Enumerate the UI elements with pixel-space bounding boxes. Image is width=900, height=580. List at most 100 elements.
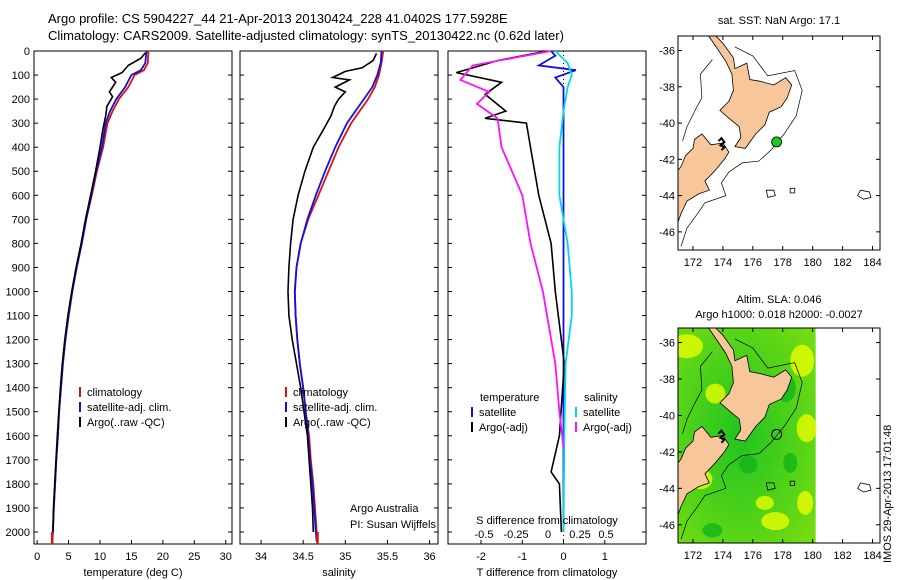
top-x-tick-label: 0.5 [598, 529, 613, 541]
legend-entry: satellite [583, 407, 620, 419]
map-y-tick-label: -40 [659, 118, 675, 130]
map-x-tick-label: 174 [714, 550, 732, 562]
series-line-temperature-argo-adj- [456, 50, 566, 533]
chatham-island [857, 482, 872, 493]
map-y-tick-label: -46 [659, 227, 675, 239]
x-tick-label: 30 [220, 551, 232, 563]
map-x-tick-label: 178 [774, 550, 792, 562]
bathymetry-contour [680, 46, 803, 247]
map-panel-sst-map: -36 -38 -40 -42 -44 -46 172 174 176 178 180 182 184 s… [659, 15, 882, 269]
y-tick-label: 1900 [6, 503, 30, 515]
x-tick-label: -1 [517, 551, 527, 563]
map-y-tick-label: -38 [659, 82, 675, 94]
small-island [765, 189, 776, 198]
map-x-tick-label: 176 [744, 550, 762, 562]
y-tick-label: 0 [24, 46, 30, 58]
map-frame [677, 35, 881, 251]
small-island [765, 482, 776, 491]
map-panel-sla-map: -36 -38 -40 -42 -44 -46 172 174 176 178 180 182 184 A… [659, 294, 882, 562]
y-tick-label: 100 [12, 70, 30, 82]
y-tick-label: 600 [12, 190, 30, 202]
map-x-tick-label: 184 [863, 257, 881, 269]
bathymetry-contour [682, 59, 713, 142]
y-tick-label: 1300 [6, 359, 30, 371]
figure-title-line2: Climatology: CARS2009. Satellite-adjuste… [48, 28, 564, 43]
legend-entry: climatology [293, 387, 349, 399]
map-frame [677, 327, 881, 544]
map-x-tick-label: 184 [863, 550, 881, 562]
x-tick-label: 20 [157, 551, 169, 563]
x-tick-label: 35 [339, 551, 351, 563]
map-x-tick-label: 176 [744, 257, 762, 269]
legend-entry: satellite [479, 407, 516, 419]
map-x-tick-label: 182 [833, 257, 851, 269]
top-x-axis-label: S difference from climatology [476, 515, 618, 527]
top-x-tick-label: -0.25 [503, 529, 528, 541]
map-y-tick-label: -44 [659, 483, 675, 495]
argo-float-marker [771, 136, 783, 148]
y-tick-label: 500 [12, 166, 30, 178]
x-tick-label: 0 [34, 551, 40, 563]
chatham-island [857, 189, 872, 200]
sla-high-patch [678, 334, 703, 359]
y-tick-label: 900 [12, 262, 30, 274]
map-y-tick-label: -36 [659, 338, 675, 350]
top-x-tick-label: 0.25 [569, 529, 590, 541]
x-tick-label: 1 [602, 551, 608, 563]
map-y-tick-label: -42 [659, 154, 675, 166]
map-y-tick-label: -36 [659, 46, 675, 58]
sla-high-patch [796, 414, 817, 443]
legend-entry: satellite-adj. clim. [293, 402, 377, 414]
panel-frame [33, 50, 233, 545]
top-x-tick-label: -0.5 [475, 529, 494, 541]
map-x-tick-label: 178 [774, 257, 792, 269]
map-y-tick-label: -44 [659, 191, 675, 203]
profile-panel-salinity: 34 34.5 35 35.5 36 salinity climatology satelli… [239, 50, 439, 579]
profile-panel-temperature: 0100200300400500600700800900100011001200… [6, 46, 233, 579]
map-x-tick-label: 174 [714, 257, 732, 269]
x-tick-label: 36 [423, 551, 435, 563]
map-title: sat. SST: NaN Argo: 17.1 [718, 15, 840, 27]
y-tick-label: 1100 [6, 311, 30, 323]
legend-group-title: temperature [480, 392, 539, 404]
top-x-tick-label: 0 [545, 529, 551, 541]
profile-panel-differences: -2 -1 0 1 T difference from climatology tempe… [447, 50, 647, 579]
y-tick-label: 1600 [6, 431, 30, 443]
series-line-argo-raw-qc- [287, 53, 378, 533]
x-tick-label: 0 [560, 551, 566, 563]
sla-high-patch [797, 490, 814, 515]
x-axis-label: T difference from climatology [477, 567, 618, 579]
sla-low-patch [739, 455, 758, 474]
x-tick-label: 34.5 [292, 551, 313, 563]
x-tick-label: 15 [125, 551, 137, 563]
panel-frame [447, 50, 647, 545]
legend-entry: Argo(..raw -QC) [87, 417, 165, 429]
annotation-line: PI: Susan Wijffels [350, 519, 436, 531]
y-tick-label: 1400 [6, 383, 30, 395]
map-content [678, 328, 872, 543]
x-tick-label: 34 [255, 551, 267, 563]
marlborough-sounds [717, 429, 727, 444]
map-y-tick-label: -40 [659, 410, 675, 422]
series-line-salinity-satellite [554, 50, 573, 533]
map-y-tick-label: -46 [659, 520, 675, 532]
bathymetry-contour [682, 351, 713, 434]
map-content [678, 36, 872, 247]
south-island-land [678, 133, 730, 224]
north-island-land [708, 328, 793, 442]
map-y-tick-label: -42 [659, 447, 675, 459]
map-y-tick-label: -38 [659, 374, 675, 386]
x-axis-label: salinity [322, 567, 356, 579]
legend-entry: satellite-adj. clim. [87, 402, 171, 414]
y-tick-label: 800 [12, 238, 30, 250]
y-tick-label: 400 [12, 142, 30, 154]
map-x-tick-label: 180 [803, 257, 821, 269]
y-tick-label: 1200 [6, 335, 30, 347]
y-tick-label: 300 [12, 118, 30, 130]
argo-float-marker [771, 428, 783, 440]
map-title-line1: Altim. SLA: 0.046 [737, 294, 822, 306]
south-island-land [678, 425, 730, 516]
map-x-tick-label: 180 [803, 550, 821, 562]
sla-low-patch [702, 523, 723, 538]
